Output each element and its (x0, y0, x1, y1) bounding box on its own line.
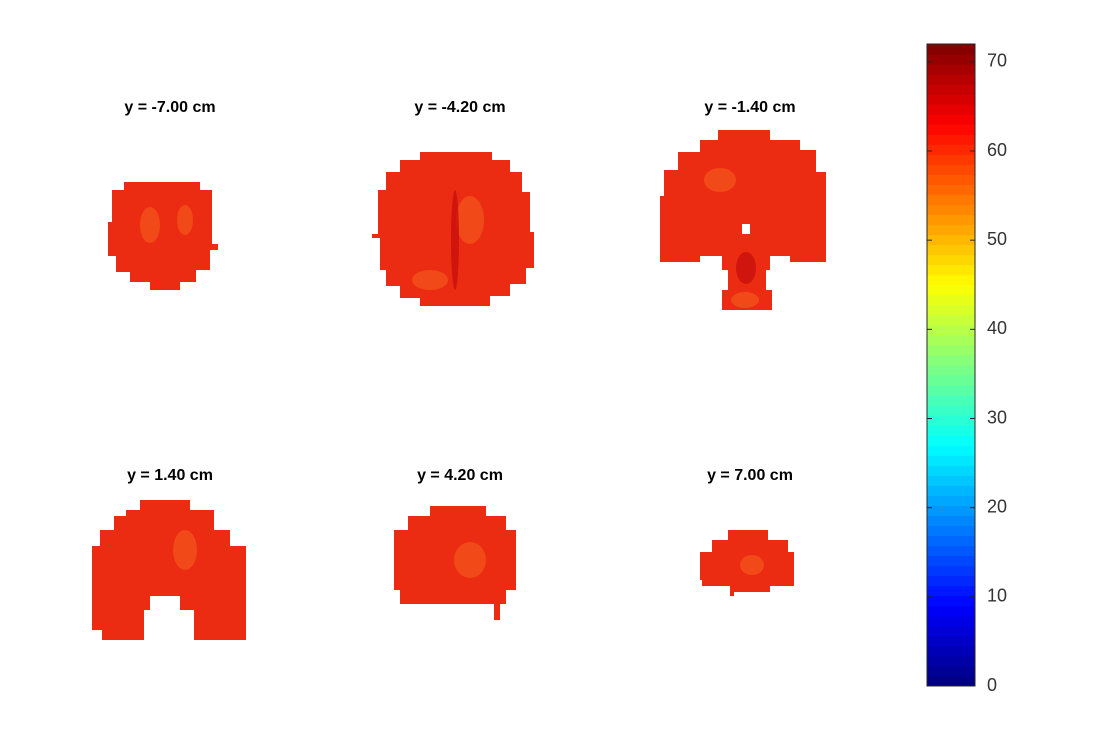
colorbar-cell (927, 455, 975, 466)
colorbar-cell (927, 294, 975, 306)
colorbar-tick-label: 40 (987, 318, 1007, 338)
colorbar-tick-label: 0 (987, 675, 997, 695)
colorbar-cell (927, 204, 975, 216)
slice-image (92, 500, 246, 640)
colorbar-cell (927, 615, 975, 627)
colorbar-cell (927, 535, 975, 547)
colorbar-cell (927, 174, 975, 185)
colorbar-cell (927, 435, 975, 446)
colorbar-cell (927, 545, 975, 557)
colorbar-cell (927, 565, 975, 577)
colorbar-cell (927, 164, 975, 175)
colorbar-cell (927, 344, 975, 356)
colorbar-cell (927, 635, 975, 647)
colorbar-cell (927, 64, 975, 75)
colorbar-cell (927, 385, 975, 396)
colorbar-cell (927, 625, 975, 637)
colorbar-cell (927, 234, 975, 246)
colorbar-cell (927, 244, 975, 256)
colorbar-cell (927, 445, 975, 456)
colorbar-cell (927, 104, 975, 115)
colorbar-cell (927, 675, 975, 687)
colorbar-cell (927, 224, 975, 236)
colorbar-cell (927, 214, 975, 226)
colorbar-cell (927, 495, 975, 506)
colorbar-cell (927, 505, 975, 516)
colorbar-cell (927, 515, 975, 526)
colorbar-cell (927, 194, 975, 205)
colorbar-cell (927, 405, 975, 416)
colorbar-cell (927, 605, 975, 617)
slice-image (700, 530, 794, 596)
colorbar-tick-label: 30 (987, 407, 1007, 427)
colorbar-cell (927, 324, 975, 336)
colorbar-cell (927, 425, 975, 436)
panel-title: y = 1.40 cm (127, 467, 213, 484)
colorbar-cell (927, 264, 975, 276)
colorbar-cell (927, 395, 975, 406)
colorbar-cell (927, 114, 975, 125)
colorbar-cell (927, 134, 975, 145)
colorbar-cell (927, 525, 975, 537)
colorbar-tick-label: 70 (987, 51, 1007, 71)
colorbar-cell (927, 665, 975, 677)
colorbar-tick-label: 10 (987, 586, 1007, 606)
slice-image (394, 506, 516, 620)
slice-image (372, 152, 534, 306)
colorbar-tick-label: 20 (987, 496, 1007, 516)
panel-title: y = -1.40 cm (704, 99, 795, 116)
colorbar-frame (926, 43, 976, 687)
colorbar-cell (927, 375, 975, 386)
colorbar-cell (927, 84, 975, 95)
colorbar-cell (927, 365, 975, 376)
colorbar-cell (927, 595, 975, 607)
colorbar-cell (927, 465, 975, 476)
colorbar-cell (927, 124, 975, 135)
colorbar-cell (927, 184, 975, 195)
colorbar-cell (927, 415, 975, 426)
colorbar-cell (927, 555, 975, 567)
colorbar-cell (927, 585, 975, 597)
colorbar-cell (927, 54, 975, 65)
slice-image (660, 130, 826, 310)
colorbar-cell (927, 485, 975, 496)
colorbar-cell (927, 304, 975, 316)
colorbar-cell (927, 334, 975, 346)
colorbar-cell (927, 74, 975, 85)
colorbar-cell (927, 154, 975, 165)
colorbar-cell (927, 274, 975, 286)
colorbar-cell (927, 254, 975, 266)
colorbar-cell (927, 354, 975, 366)
colorbar-tick-label: 50 (987, 229, 1007, 249)
colorbar-cell (927, 655, 975, 667)
colorbar-cell (927, 144, 975, 155)
colorbar-cell (927, 575, 975, 587)
colorbar-cell (927, 94, 975, 105)
panel-title: y = -7.00 cm (124, 99, 215, 116)
panel-title: y = 4.20 cm (417, 467, 503, 484)
panel-title: y = 7.00 cm (707, 467, 793, 484)
panel-title: y = -4.20 cm (414, 99, 505, 116)
colorbar-cell (927, 314, 975, 326)
slice-image (108, 182, 218, 290)
colorbar-tick-label: 60 (987, 140, 1007, 160)
colorbar-cell (927, 475, 975, 486)
colorbar-cell (927, 44, 975, 55)
colorbar-cell (927, 645, 975, 657)
colorbar-cell (927, 284, 975, 296)
